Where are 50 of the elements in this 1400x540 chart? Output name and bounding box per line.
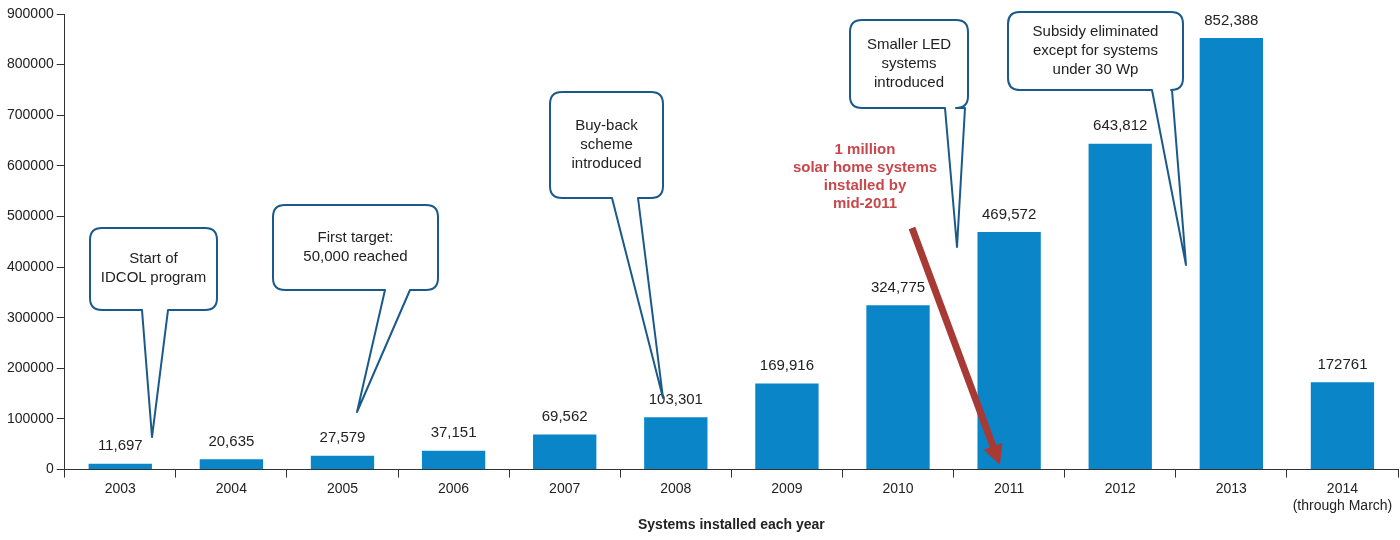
data-label: 172761 (1317, 354, 1368, 372)
bar (1199, 38, 1264, 470)
annotation: Smaller LED systems introduced (866, 34, 952, 90)
x-tick-label: 2010 (882, 479, 914, 496)
bar (199, 459, 264, 470)
x-tick-label: 2003 (104, 479, 137, 496)
bar (88, 463, 152, 470)
data-label: 103,301 (648, 389, 703, 407)
data-label: 324,775 (870, 277, 926, 295)
y-tick-label: 800000 (7, 55, 54, 72)
bar (644, 417, 708, 470)
x-axis-title: Systems installed each year (637, 516, 826, 533)
y-tick-label: 400000 (7, 257, 54, 274)
data-label: 169,916 (759, 356, 815, 374)
annotation: Buy-back scheme introduced (571, 115, 642, 171)
x-tick-label: 2014 (through March) (1292, 479, 1393, 513)
data-label: 852,388 (1204, 10, 1259, 28)
x-tick-label: 2013 (1215, 479, 1248, 496)
data-label: 69,562 (541, 407, 588, 425)
x-tick-label: 2007 (549, 479, 581, 496)
y-tick-label: 500000 (7, 207, 54, 224)
x-tick-label: 2011 (994, 479, 1025, 496)
x-tick-label: 2006 (438, 479, 470, 496)
y-tick-label: 300000 (7, 308, 54, 325)
y-tick-label: 200000 (7, 359, 54, 376)
y-tick-label: 0 (45, 460, 54, 477)
annotation: 1 million solar home systems installed by mid-2011 (792, 139, 938, 211)
annotation: Start of IDCOL program (100, 249, 207, 286)
data-label: 37,151 (430, 423, 477, 441)
data-label: 27,579 (319, 428, 366, 446)
y-tick-label: 100000 (7, 409, 54, 426)
data-label: 11,697 (97, 436, 143, 454)
bar (755, 383, 819, 470)
x-tick-label: 2008 (660, 479, 692, 496)
data-label: 643,812 (1093, 116, 1148, 134)
x-tick-label: 2005 (326, 479, 359, 496)
annotation: Subsidy eliminated except for systems under 30 Wp (1032, 21, 1159, 77)
x-tick-label: 2004 (215, 479, 248, 496)
bar (1310, 382, 1375, 470)
data-label: 469,572 (982, 204, 1037, 222)
x-tick-label: 2009 (771, 479, 803, 496)
y-tick-label: 900000 (7, 4, 54, 21)
data-label: 20,635 (208, 431, 255, 449)
bar (310, 455, 375, 470)
bar (533, 434, 597, 470)
annotation: First target: 50,000 reached (303, 227, 408, 264)
y-tick-label: 600000 (7, 156, 54, 173)
x-tick-label: 2012 (1104, 479, 1137, 496)
bar (421, 450, 486, 470)
y-tick-label: 700000 (7, 106, 54, 123)
